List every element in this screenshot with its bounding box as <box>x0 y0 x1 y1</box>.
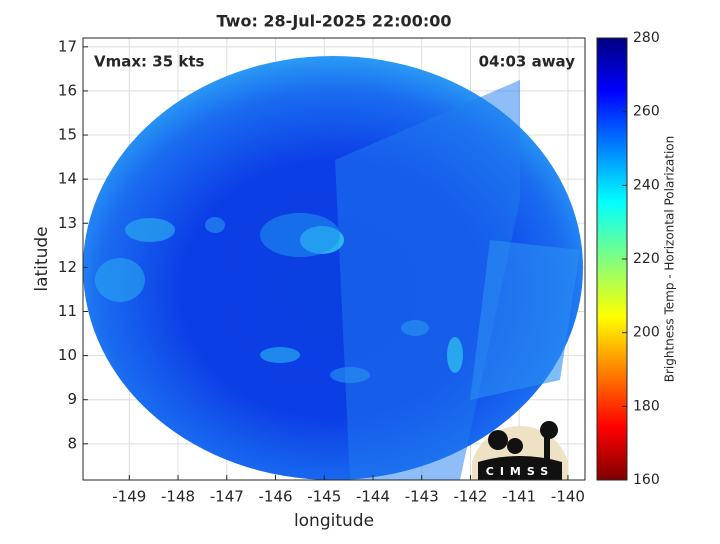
y-tick-label: 15 <box>58 126 77 144</box>
x-tick-label: -145 <box>307 488 341 506</box>
y-tick-label: 13 <box>58 214 77 232</box>
colorbar-tick-label: 200 <box>633 325 660 341</box>
y-axis-label: latitude <box>32 226 52 291</box>
plot-frame <box>82 37 586 481</box>
y-tick-label: 12 <box>58 258 77 276</box>
colorbar-label: Brightness Temp - Horizontal Polarizatio… <box>663 136 677 383</box>
chart-title: Two: 28-Jul-2025 22:00:00 <box>217 12 452 31</box>
y-tick-label: 16 <box>58 81 77 99</box>
imagery <box>83 56 583 480</box>
logo: CIMSS <box>472 421 568 480</box>
colorbar-tick-label: 240 <box>633 177 660 193</box>
x-axis-label: longitude <box>294 511 374 531</box>
x-tick-label: -144 <box>356 488 390 506</box>
x-tick-label: -149 <box>112 488 146 506</box>
annotation: Vmax: 35 kts <box>94 53 204 71</box>
colorbar-tick-label: 260 <box>633 104 660 120</box>
x-tick-label: -147 <box>210 488 244 506</box>
annotation: 04:03 away <box>479 53 576 71</box>
y-tick-label: 9 <box>67 390 77 408</box>
colorbar-tick-label: 160 <box>633 472 660 488</box>
y-tick-label: 14 <box>58 170 77 188</box>
colorbar-tick-label: 280 <box>633 30 660 46</box>
y-tick-label: 10 <box>58 346 77 364</box>
x-tick-label: -140 <box>551 488 585 506</box>
colorbar-tick-label: 180 <box>633 398 660 414</box>
x-tick-label: -142 <box>453 488 487 506</box>
x-tick-label: -141 <box>502 488 536 506</box>
x-tick-label: -143 <box>405 488 439 506</box>
y-tick-label: 11 <box>58 302 77 320</box>
y-tick-label: 17 <box>58 37 77 55</box>
colorbar-tick-label: 220 <box>633 251 660 267</box>
x-tick-label: -146 <box>258 488 292 506</box>
x-tick-label: -148 <box>161 488 195 506</box>
y-tick-label: 8 <box>67 434 77 452</box>
logo-text: CIMSS <box>486 465 554 478</box>
